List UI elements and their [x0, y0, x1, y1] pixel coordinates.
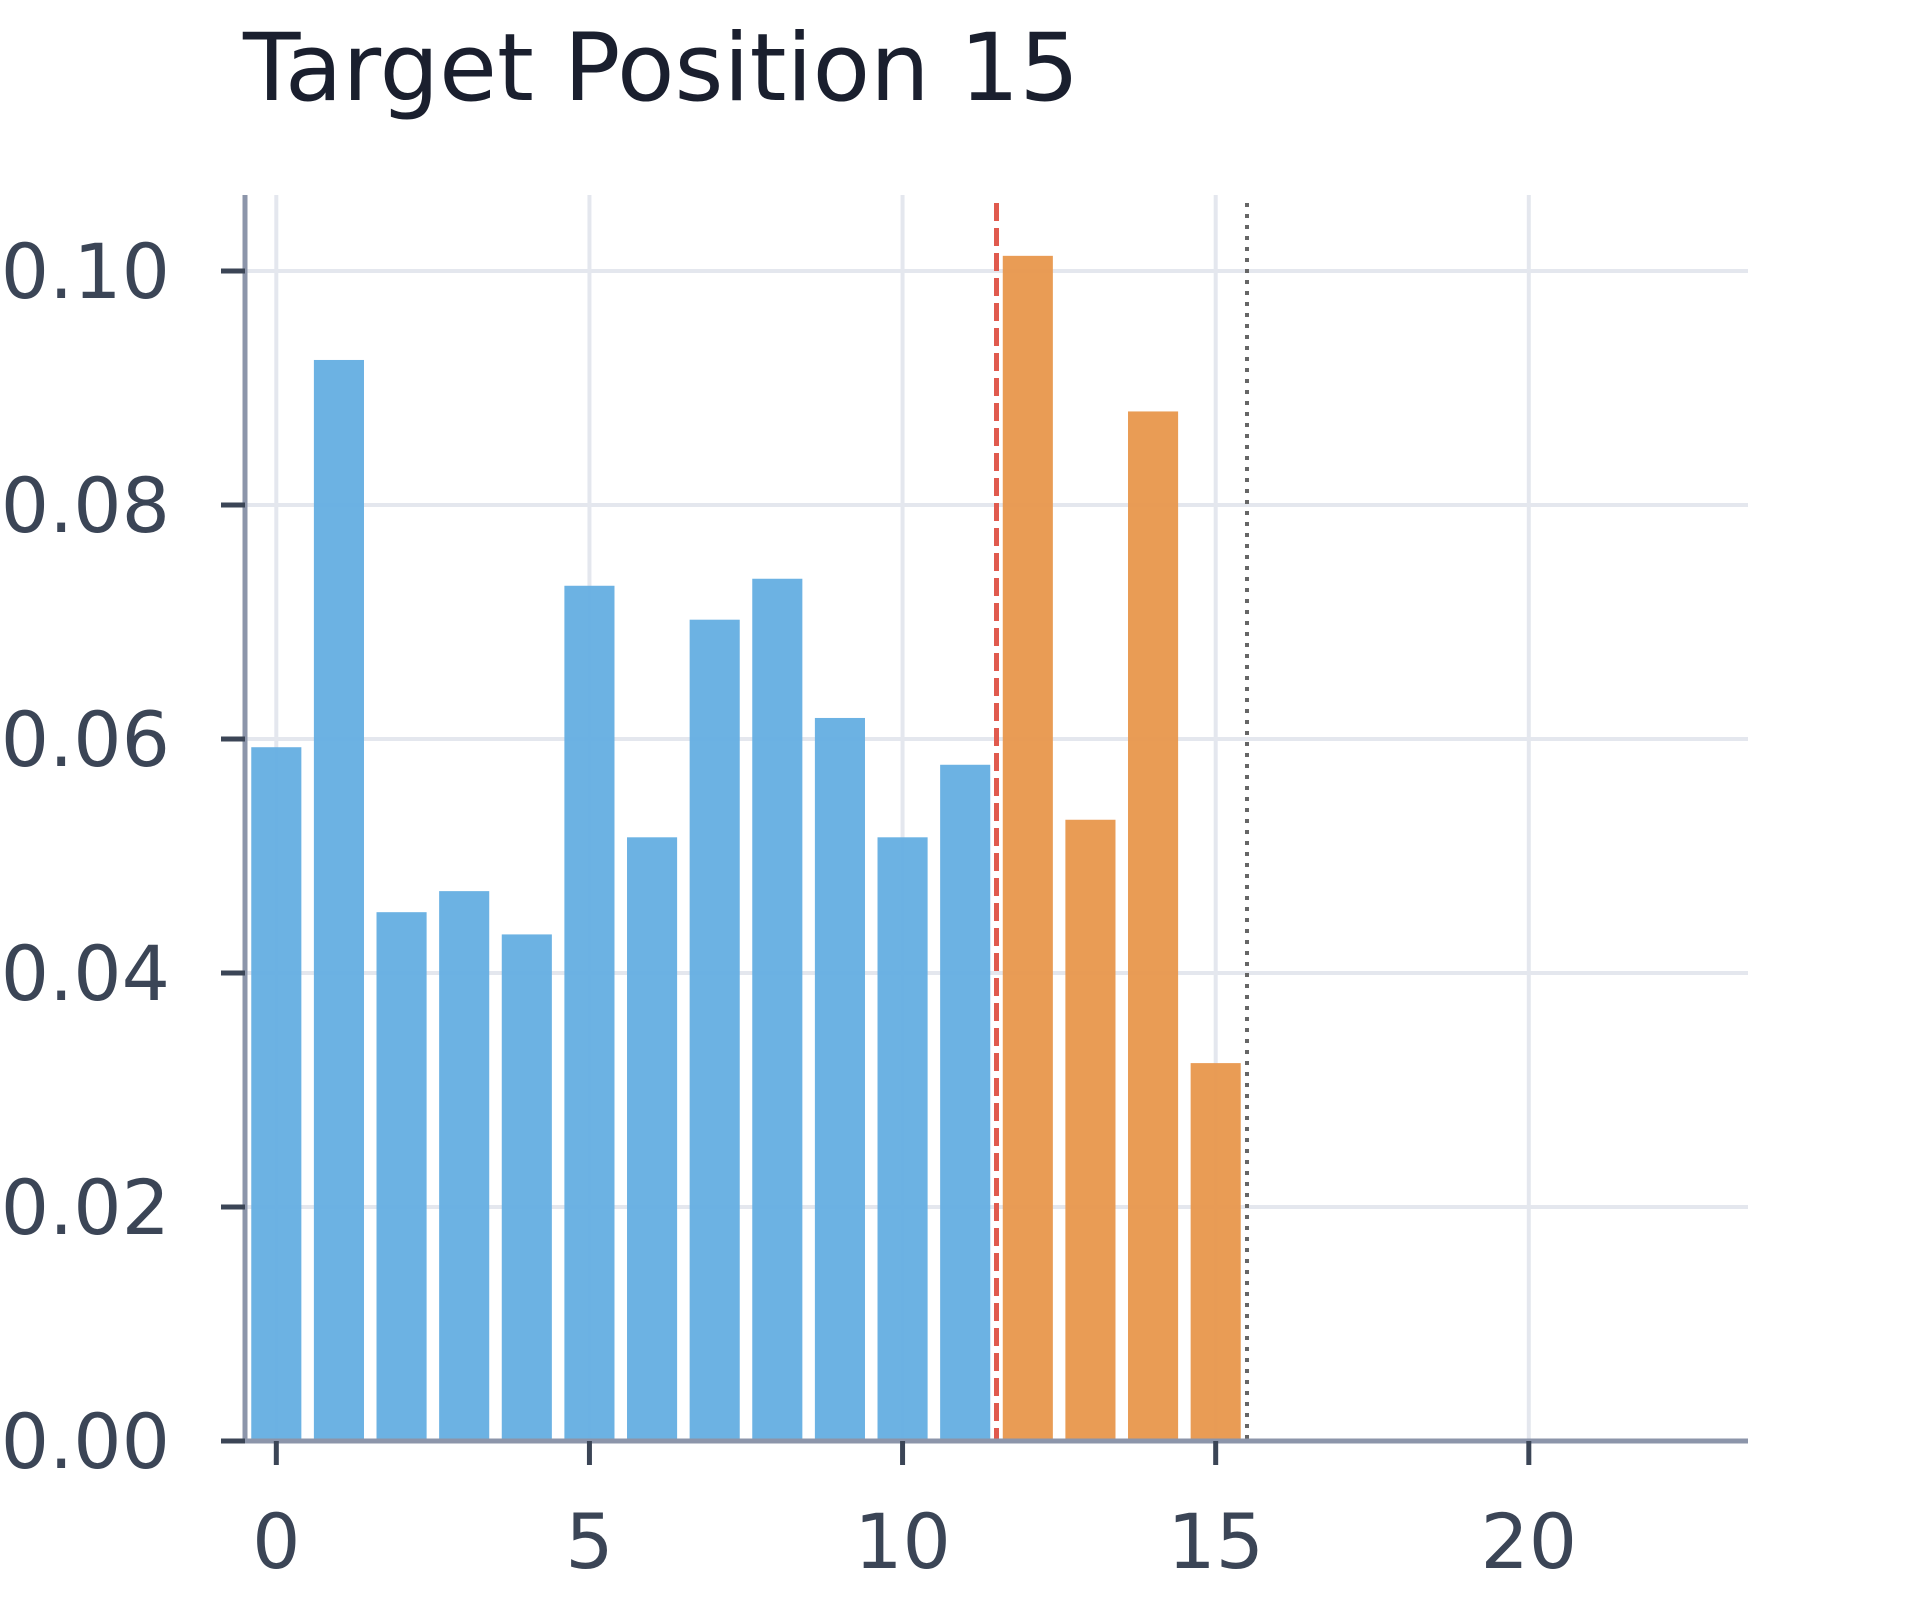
tick-labels: 0.00 0.02 0.04 0.06 0.08 0.10 0 5 10 15 20	[1, 227, 1577, 1586]
y-tick-label: 0.02	[1, 1163, 170, 1252]
y-tick-label: 0.08	[1, 461, 170, 550]
x-tick-label: 0	[252, 1497, 300, 1586]
bars	[251, 255, 1241, 1442]
bar-14	[1128, 411, 1179, 1442]
bar-15	[1190, 1063, 1241, 1441]
y-tick-label: 0.06	[1, 695, 170, 784]
bar-13	[1065, 819, 1116, 1441]
bar-11	[940, 764, 991, 1441]
bar-12	[1002, 255, 1053, 1442]
axes	[221, 195, 1748, 1465]
bar-6	[627, 837, 678, 1441]
bar-3	[439, 891, 490, 1441]
bar-4	[501, 934, 552, 1441]
x-tick-label: 10	[854, 1497, 951, 1586]
bar-0	[251, 747, 302, 1441]
y-tick-label: 0.04	[1, 929, 170, 1018]
bar-5	[564, 585, 615, 1441]
y-tick-label: 0.00	[1, 1397, 170, 1486]
bar-1	[313, 359, 364, 1441]
bar-7	[689, 619, 740, 1441]
chart-title: Target Position 15	[242, 14, 1079, 123]
bar-2	[376, 912, 427, 1441]
bar-9	[814, 717, 865, 1441]
reference-lines	[994, 203, 1249, 1441]
y-tick-label: 0.10	[1, 227, 170, 316]
bar-8	[752, 578, 803, 1441]
x-tick-label: 20	[1480, 1497, 1577, 1586]
bar-10	[877, 837, 928, 1441]
x-tick-label: 5	[565, 1497, 613, 1586]
x-tick-label: 15	[1167, 1497, 1264, 1586]
